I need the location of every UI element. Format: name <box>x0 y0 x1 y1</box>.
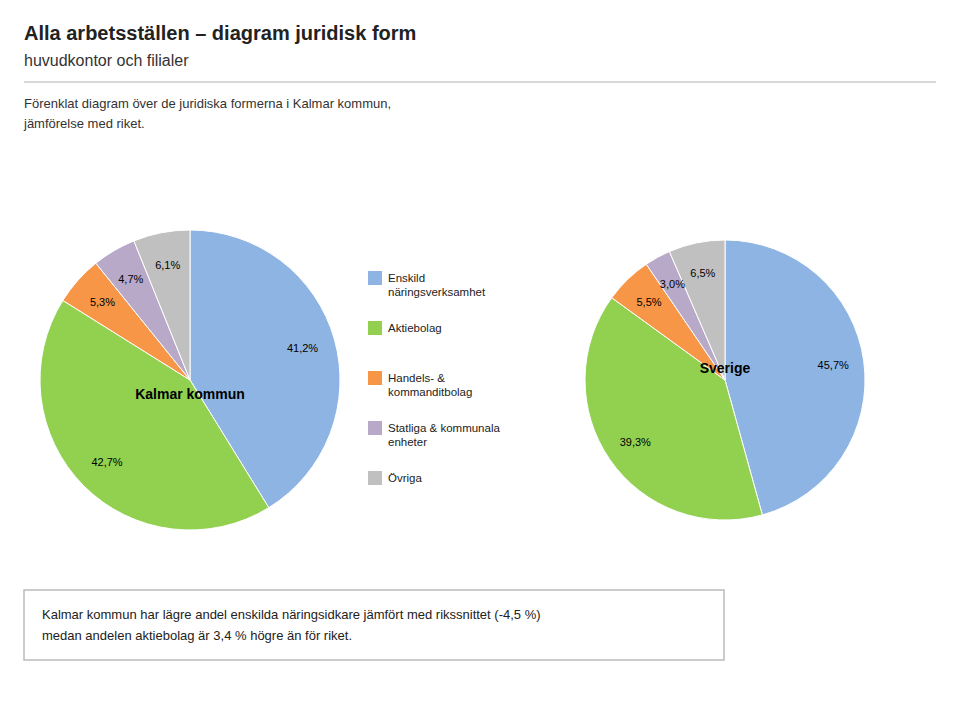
data-label: 5,5% <box>636 296 661 308</box>
legend-label: Handels- &kommanditbolag <box>388 372 472 398</box>
pie <box>585 240 865 520</box>
legend: Enskildnäringsverksamhet Aktiebolag Handel… <box>368 271 500 485</box>
legend-label: Enskildnäringsverksamhet <box>388 272 486 298</box>
note-text: Kalmar kommun har lägre andel enskilda n… <box>42 607 541 643</box>
note-box <box>24 590 724 660</box>
legend-swatch <box>368 271 382 285</box>
description: Förenklat diagram över de juridiska form… <box>23 96 391 131</box>
separator <box>24 81 936 83</box>
data-label: 45,7% <box>818 359 849 371</box>
pie <box>40 230 340 530</box>
pie-title: Sverige <box>700 360 751 376</box>
subtitle: huvudkontor och filialer <box>24 52 189 69</box>
legend-swatch <box>368 371 382 385</box>
chart-root: Alla arbetsställen – diagram juridisk fo… <box>0 0 960 707</box>
data-label: 6,1% <box>155 259 180 271</box>
data-label: 39,3% <box>620 436 651 448</box>
legend-swatch <box>368 321 382 335</box>
note: Kalmar kommun har lägre andel enskilda n… <box>24 590 724 660</box>
legend-swatch <box>368 471 382 485</box>
pie-slice <box>669 240 725 380</box>
pie-title: Kalmar kommun <box>135 386 245 402</box>
data-label: 6,5% <box>690 267 715 279</box>
pie-labels: 45,7% 39,3% 5,5% 3,0% 6,5% <box>620 267 849 448</box>
data-label: 4,7% <box>118 273 143 285</box>
data-label: 3,0% <box>660 278 685 290</box>
pie-labels: 41,2% 42,7% 5,3%4,7% 6,1% <box>90 259 318 468</box>
data-label: 42,7% <box>91 456 122 468</box>
data-label: 41,2% <box>287 342 318 354</box>
legend-swatch <box>368 421 382 435</box>
data-label: 5,3% <box>90 296 115 308</box>
pie-slice <box>134 230 190 380</box>
legend-label: Övriga <box>388 472 422 484</box>
legend-label: Aktiebolag <box>388 322 442 334</box>
title: Alla arbetsställen – diagram juridisk fo… <box>24 22 416 44</box>
legend-label: Statliga & kommunalaenheter <box>388 422 500 448</box>
